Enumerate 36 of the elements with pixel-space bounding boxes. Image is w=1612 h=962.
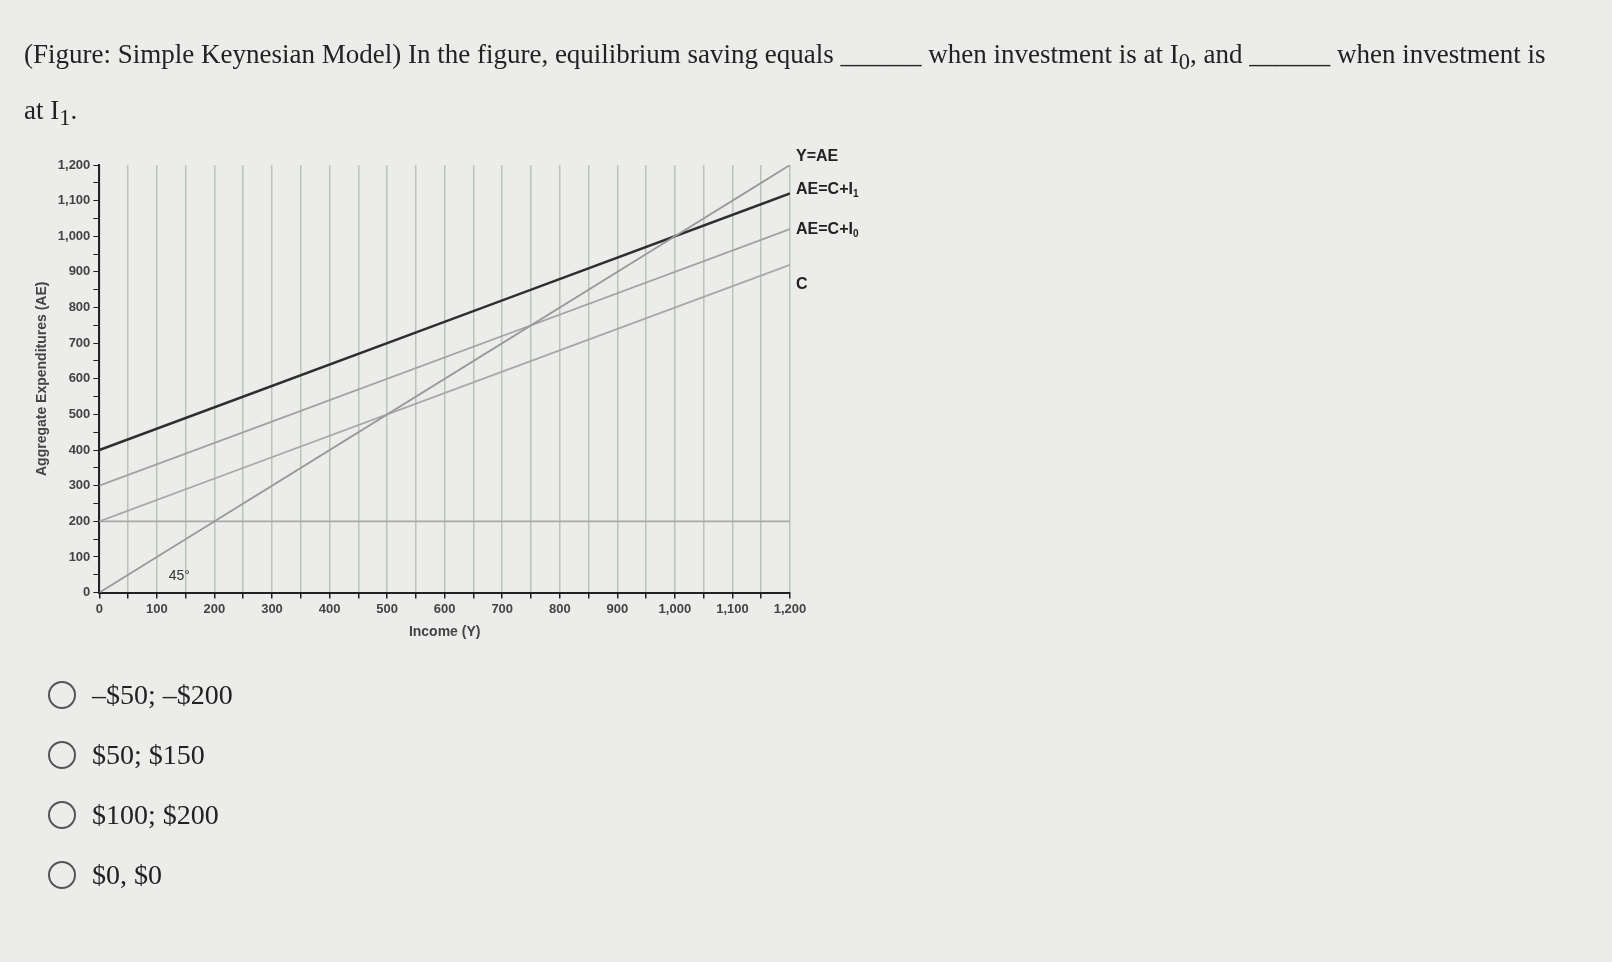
x-tick-label: 900	[606, 600, 629, 616]
text: –$50; –$200	[92, 679, 233, 711]
y-tick-label: 1,100	[57, 192, 91, 208]
x-tick-label: 300	[261, 600, 283, 616]
chart-title: (Figure: Simple Keynesian Model) In the figure, equilibrium saving equals ______ when investment is at I$_{0}$, and ______ when investment is at I$_{1}$.	[24, 39, 1546, 131]
y-axis-title: Aggregate Expenditures (AE)	[33, 281, 50, 477]
x-tick-label: 1,000	[658, 600, 692, 616]
x-tick-label: 200	[203, 600, 226, 616]
text: $0, $0	[92, 859, 162, 891]
y-tick-label: 700	[68, 334, 91, 350]
x-tick-label: 400	[318, 600, 341, 616]
x-tick-label: 600	[433, 600, 456, 616]
x-tick-label: 500	[376, 600, 398, 616]
y-tick-label: 500	[68, 406, 91, 422]
x-tick-label: 800	[548, 600, 571, 616]
y-tick-label: 200	[68, 512, 91, 528]
annotation: 45°	[168, 567, 190, 584]
y-tick-label: 900	[68, 263, 91, 279]
x-tick-label: 1,100	[716, 600, 749, 616]
series-label: C	[796, 275, 808, 293]
y-tick-label: 300	[68, 477, 91, 493]
text: $50; $150	[92, 739, 205, 771]
y-tick-label: 800	[68, 299, 91, 315]
y-tick-label: 400	[68, 441, 91, 457]
x-tick-label: 700	[491, 600, 514, 616]
series-label: Y=AE	[796, 147, 839, 165]
y-tick-label: 1,000	[57, 227, 91, 243]
y-tick-label: 100	[68, 548, 91, 564]
x-tick-label: 100	[146, 600, 168, 616]
y-tick-label: 600	[68, 370, 91, 386]
x-tick-label: 1,200	[773, 600, 807, 616]
text: $100; $200	[92, 799, 219, 831]
x-tick-label: 0	[95, 600, 103, 616]
y-tick-label: 1,200	[57, 156, 91, 172]
y-tick-label: 0	[83, 584, 91, 600]
x-axis-title: Income (Y)	[408, 623, 481, 640]
